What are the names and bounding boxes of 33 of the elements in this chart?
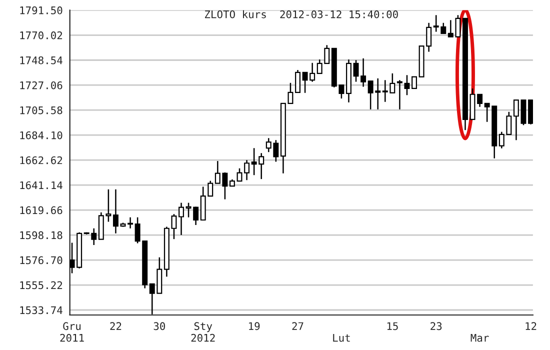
- y-tick-label: 1705.58: [20, 106, 62, 114]
- x-tick-label: 23: [430, 322, 442, 330]
- y-tick-label: 1770.02: [20, 31, 62, 40]
- y-tick-label: 1727.06: [20, 81, 62, 90]
- x-tick-label: 30: [154, 322, 166, 330]
- y-tick-label: 1598.18: [20, 231, 62, 240]
- x-tick-label: Mar: [470, 334, 489, 342]
- candlestick: [236, 168, 242, 182]
- y-tick-label: 1791.50: [20, 6, 62, 14]
- y-tick-label: 1555.22: [20, 281, 62, 290]
- candlestick: [128, 216, 134, 230]
- x-tick-label: Gru 2011: [60, 322, 84, 342]
- x-tick-label: Lut: [333, 334, 350, 342]
- x-tick-label: 22: [110, 322, 122, 330]
- x-tick-label: 12: [526, 322, 536, 330]
- y-tick-label: 1576.70: [20, 256, 62, 264]
- y-tick-label: 1619.66: [20, 206, 62, 214]
- x-tick-label: Sty 2012: [191, 322, 215, 342]
- candlestick: [178, 202, 184, 236]
- y-tick-label: 1684.10: [20, 131, 62, 140]
- candlestick: [528, 99, 533, 126]
- candlestick: [112, 188, 118, 234]
- candlestick: [295, 69, 300, 94]
- y-tick-label: 1641.14: [20, 181, 62, 190]
- y-tick-label: 1662.62: [20, 156, 62, 164]
- x-tick-label: 27: [292, 322, 304, 330]
- candlestick: [412, 76, 417, 89]
- x-tick-label: 15: [387, 322, 398, 330]
- chart-title: ZLOTO kurs 2012-03-12 15:40:00: [204, 10, 398, 18]
- y-tick-label: 1748.54: [20, 56, 62, 64]
- x-tick-label: 19: [249, 322, 260, 330]
- y-tick-label: 1533.74: [20, 306, 62, 314]
- candlestick: [244, 159, 250, 181]
